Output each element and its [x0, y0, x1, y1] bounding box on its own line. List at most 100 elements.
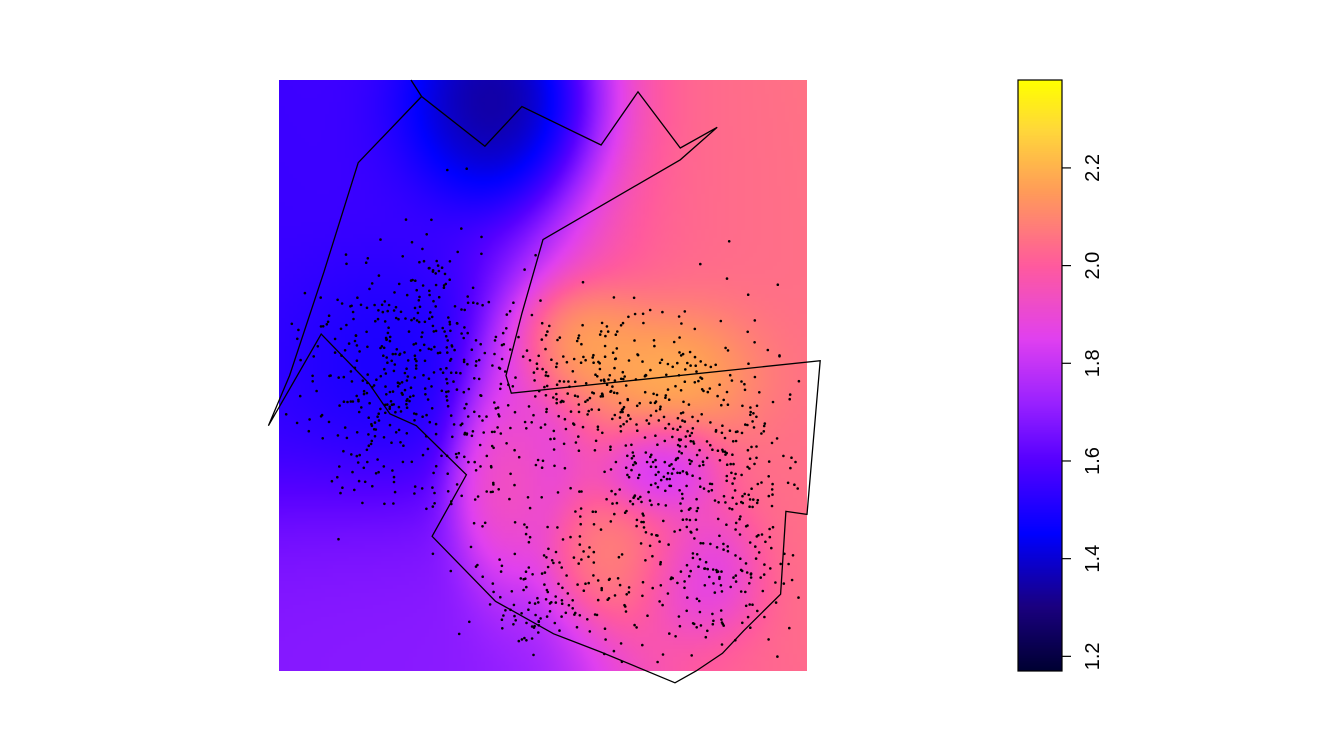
observation-point: [456, 250, 460, 254]
observation-point: [404, 218, 408, 221]
observation-point: [756, 609, 759, 613]
observation-point: [569, 486, 572, 490]
observation-point: [512, 603, 516, 607]
observation-point: [630, 457, 634, 460]
observation-point: [434, 283, 438, 287]
observation-point: [355, 431, 359, 434]
observation-point: [768, 535, 772, 539]
observation-point: [462, 358, 466, 362]
observation-point: [430, 315, 434, 319]
observation-point: [697, 565, 700, 568]
observation-point: [405, 399, 408, 403]
observation-point: [467, 460, 470, 464]
observation-point: [641, 580, 645, 584]
observation-point: [351, 310, 355, 314]
observation-points: [284, 167, 801, 664]
observation-point: [471, 286, 475, 290]
observation-point: [489, 490, 493, 494]
observation-point: [788, 393, 792, 396]
observation-point: [709, 421, 712, 424]
observation-point: [445, 395, 448, 398]
observation-point: [524, 577, 527, 580]
observation-point: [706, 567, 709, 571]
observation-point: [316, 345, 320, 348]
observation-point: [447, 390, 450, 393]
observation-point: [388, 407, 392, 411]
observation-point: [377, 412, 381, 416]
observation-point: [476, 302, 479, 305]
observation-point: [592, 523, 596, 526]
observation-point: [414, 342, 418, 345]
observation-point: [465, 432, 469, 435]
observation-point: [345, 323, 348, 327]
observation-point: [676, 581, 679, 585]
observation-point: [470, 348, 474, 352]
observation-point: [362, 389, 366, 393]
observation-point: [357, 410, 361, 414]
observation-point: [405, 432, 409, 435]
observation-point: [615, 391, 619, 395]
observation-point: [609, 448, 612, 452]
observation-point: [684, 445, 687, 448]
observation-point: [578, 614, 582, 617]
observation-point: [564, 427, 568, 431]
observation-point: [603, 470, 606, 474]
observation-point: [498, 415, 501, 418]
observation-point: [481, 525, 484, 528]
observation-point: [423, 387, 427, 390]
colorbar-frame: [1017, 79, 1063, 672]
observation-point: [423, 359, 427, 363]
observation-point: [462, 360, 466, 364]
observation-point: [716, 449, 720, 453]
observation-point: [399, 441, 402, 444]
observation-point: [691, 552, 695, 555]
observation-point: [428, 266, 431, 270]
observation-point: [718, 575, 721, 579]
observation-point: [622, 377, 625, 381]
observation-point: [455, 388, 459, 391]
observation-point: [671, 435, 674, 439]
observation-point: [501, 331, 505, 335]
observation-point: [787, 562, 790, 566]
observation-point: [416, 311, 420, 315]
observation-point: [622, 405, 626, 409]
observation-point: [617, 555, 621, 559]
observation-point: [688, 434, 692, 438]
observation-point: [530, 625, 534, 628]
observation-point: [730, 471, 733, 475]
observation-point: [550, 601, 553, 604]
observation-point: [711, 448, 714, 452]
observation-point: [385, 393, 388, 396]
observation-point: [479, 394, 482, 397]
observation-point: [681, 411, 685, 414]
observation-point: [743, 382, 746, 386]
observation-point: [718, 383, 721, 387]
observation-point: [351, 400, 355, 403]
observation-point: [734, 521, 738, 525]
observation-point: [683, 580, 686, 583]
observation-point: [567, 603, 571, 607]
observation-point: [650, 503, 653, 507]
observation-point: [604, 638, 607, 641]
observation-point: [431, 552, 435, 556]
observation-point: [347, 342, 351, 345]
observation-point: [504, 609, 507, 612]
observation-point: [779, 562, 782, 566]
observation-point: [394, 316, 398, 320]
observation-point: [586, 398, 589, 402]
observation-point: [699, 485, 702, 489]
observation-point: [526, 496, 530, 499]
observation-point: [711, 612, 714, 616]
observation-point: [319, 296, 323, 299]
observation-point: [616, 330, 619, 333]
observation-point: [695, 453, 699, 457]
observation-point: [370, 439, 374, 443]
observation-point: [760, 481, 763, 484]
observation-point: [445, 366, 448, 370]
observation-point: [591, 510, 595, 513]
observation-point: [700, 377, 704, 380]
observation-point: [543, 571, 547, 574]
observation-point: [498, 367, 502, 370]
observation-point: [627, 475, 631, 479]
observation-point: [527, 608, 530, 611]
